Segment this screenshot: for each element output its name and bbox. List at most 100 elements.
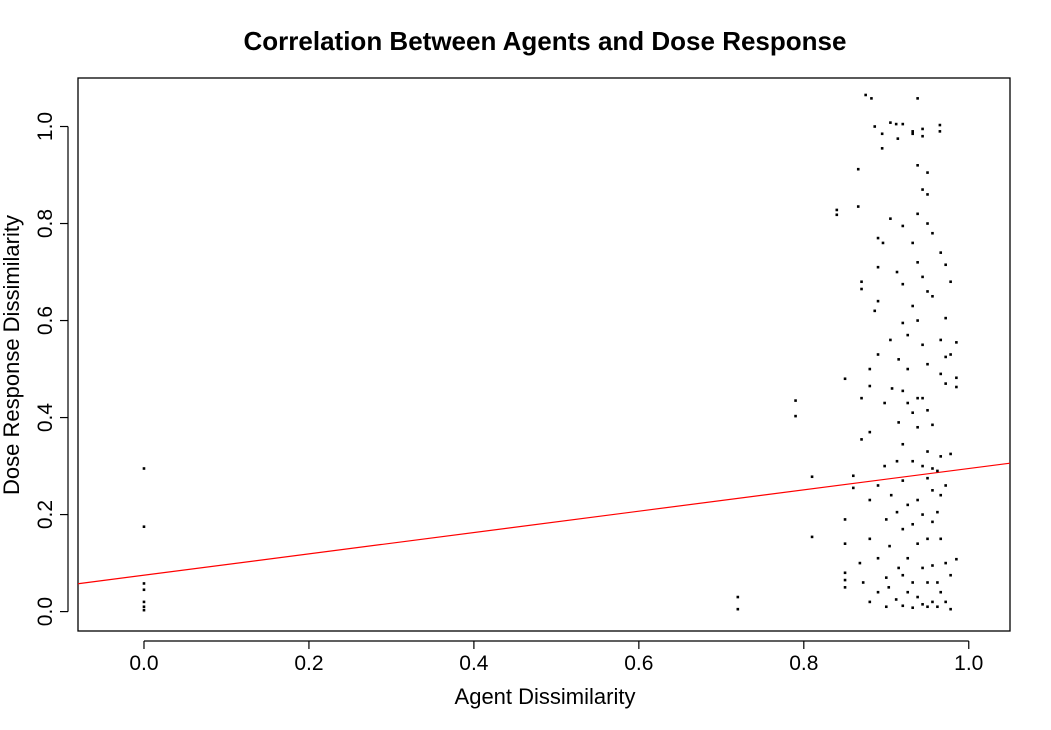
data-point (921, 464, 924, 468)
data-point (901, 479, 905, 482)
data-point (142, 467, 146, 470)
data-point (906, 333, 910, 337)
data-point (916, 319, 919, 322)
data-point (843, 578, 847, 582)
data-point (916, 498, 919, 502)
data-point (911, 132, 914, 136)
x-tick-label: 0.8 (789, 652, 818, 675)
data-point (916, 261, 919, 264)
data-point (884, 518, 888, 521)
data-point (861, 581, 865, 584)
data-point (926, 171, 929, 174)
data-point (142, 605, 146, 609)
x-tick-label: 1.0 (954, 652, 983, 675)
data-point (926, 362, 929, 366)
data-point (916, 396, 919, 400)
data-point (944, 263, 947, 267)
data-point (939, 372, 943, 376)
data-point (876, 590, 880, 594)
plot-frame (77, 77, 1011, 632)
data-point (931, 564, 934, 567)
data-point (873, 125, 877, 128)
data-point (843, 377, 847, 381)
data-point (901, 527, 905, 531)
data-point (949, 353, 952, 356)
data-point (876, 484, 880, 487)
data-point (860, 396, 863, 400)
data-point (931, 467, 934, 470)
data-point (901, 442, 905, 446)
y-tick-label: 0.4 (34, 403, 57, 433)
data-point (851, 486, 855, 490)
data-point (142, 582, 146, 585)
data-point (901, 282, 905, 286)
data-point (921, 127, 924, 131)
x-tick-label: 0.0 (129, 652, 158, 675)
data-point (921, 513, 924, 516)
data-point (949, 573, 952, 577)
y-axis-label: Dose Response Dissimilarity (0, 215, 24, 495)
data-point (794, 414, 797, 418)
data-point (794, 399, 797, 402)
data-point (843, 586, 847, 589)
data-point (873, 309, 877, 313)
data-point (944, 484, 947, 487)
data-point (955, 385, 958, 389)
data-point (876, 556, 880, 560)
regression-line (77, 462, 1011, 585)
data-point (883, 401, 886, 405)
chart-title: Correlation Between Agents and Dose Resp… (244, 26, 847, 56)
data-point (736, 607, 740, 611)
x-axis: 0.0 0.2 0.4 0.6 0.8 1.0 (129, 640, 983, 675)
data-point (858, 561, 862, 565)
data-point (901, 224, 905, 228)
y-tick-label: 0.8 (34, 209, 57, 238)
data-point (921, 566, 924, 570)
data-point (901, 321, 905, 325)
data-point (843, 518, 847, 521)
data-point (901, 389, 905, 393)
data-point (921, 603, 924, 606)
x-tick-label: 0.4 (459, 652, 489, 675)
data-point (897, 421, 900, 424)
data-point (810, 535, 814, 539)
data-point (939, 338, 943, 342)
data-point (916, 595, 919, 599)
data-point (926, 581, 929, 584)
data-point (936, 581, 939, 584)
data-point (895, 459, 899, 463)
data-point (897, 358, 900, 361)
data-point (901, 604, 905, 608)
data-point (944, 355, 947, 359)
data-point (868, 498, 872, 502)
data-point (921, 275, 924, 279)
data-point (911, 241, 914, 245)
data-point (911, 130, 914, 133)
data-point (864, 93, 867, 97)
data-point (939, 455, 943, 458)
data-point (895, 270, 899, 274)
data-point (142, 525, 146, 529)
data-point (906, 367, 910, 371)
data-point (906, 590, 910, 594)
data-point (931, 600, 934, 604)
x-tick-label: 0.2 (294, 652, 323, 675)
data-point (921, 134, 924, 138)
data-point (906, 503, 910, 507)
data-point (944, 382, 947, 385)
data-point (851, 474, 855, 478)
data-point (955, 376, 958, 380)
data-point (835, 208, 839, 212)
data-point (901, 122, 905, 126)
data-point (142, 608, 146, 612)
data-point (897, 566, 900, 570)
data-point (856, 205, 860, 208)
data-point (901, 573, 905, 577)
data-point (911, 304, 914, 308)
data-point (881, 241, 885, 245)
data-point (931, 294, 934, 298)
data-point (911, 606, 914, 610)
y-tick-label: 0.0 (34, 597, 57, 626)
data-point (926, 450, 929, 453)
data-point (916, 542, 919, 545)
